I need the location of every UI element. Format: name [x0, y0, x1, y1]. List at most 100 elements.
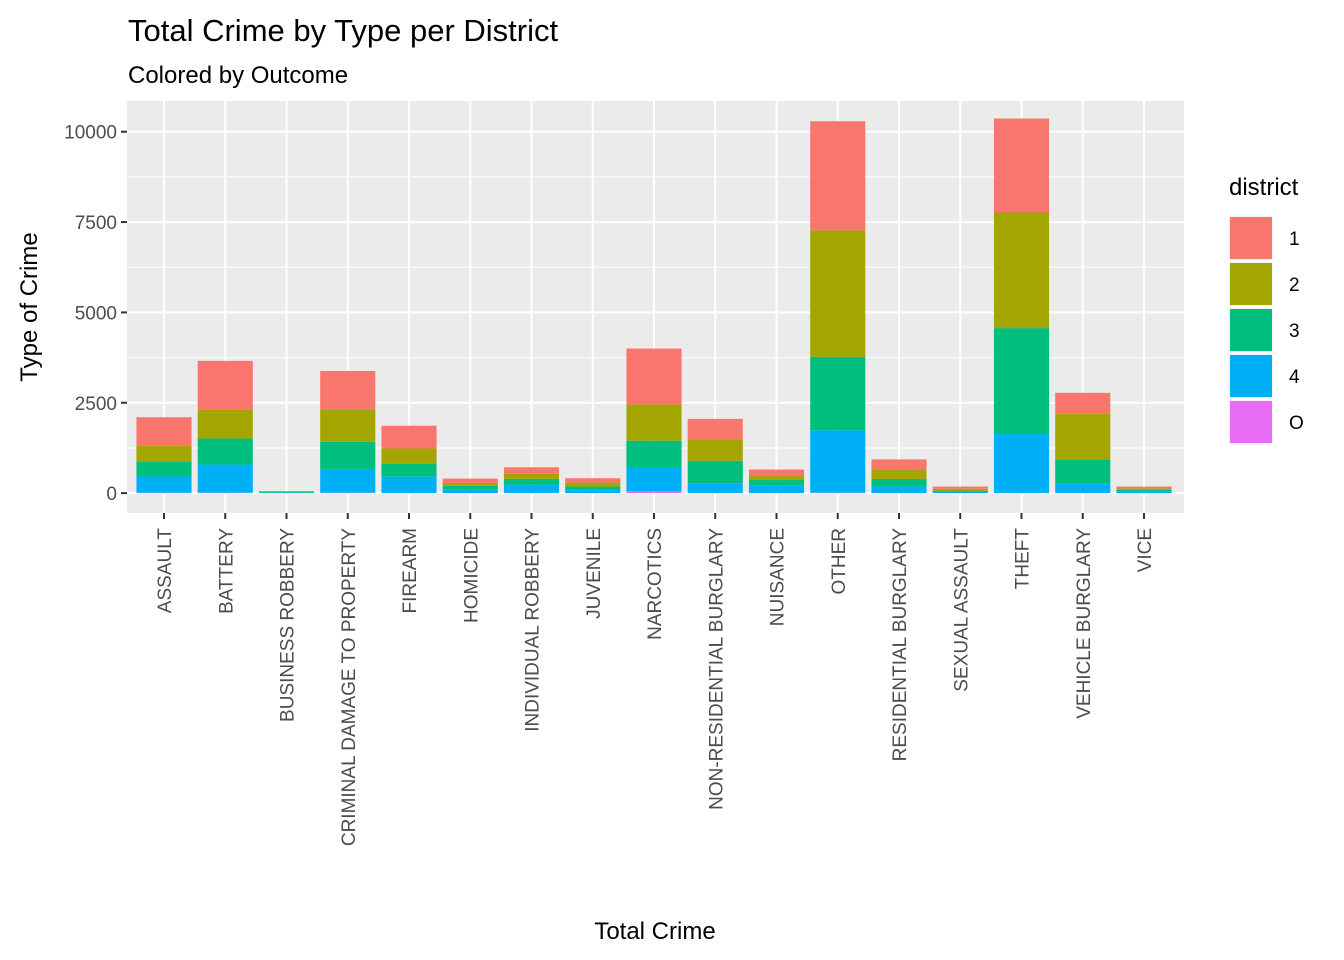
- x-tick-label: ASSAULT: [155, 528, 176, 614]
- bar-segment: [565, 489, 621, 494]
- bar-segment: [687, 483, 743, 493]
- bar-segment: [871, 469, 927, 479]
- x-tick-label: JUVENILE: [584, 528, 605, 619]
- bar-segment: [1055, 413, 1111, 460]
- bar-segment: [748, 480, 805, 486]
- x-tick-label: SEXUAL ASSAULT: [951, 528, 972, 692]
- bar-segment: [687, 439, 743, 461]
- bar-segment: [136, 445, 192, 463]
- x-tick-label: NARCOTICS: [645, 528, 666, 640]
- bar-segment: [381, 448, 437, 464]
- legend-swatch: [1230, 355, 1272, 397]
- bar-segment: [442, 485, 498, 490]
- bar-segment: [748, 476, 805, 481]
- y-axis-title: Type of Crime: [16, 232, 43, 381]
- bar-segment: [687, 418, 743, 440]
- bar-segment: [197, 360, 253, 410]
- legend-label: 2: [1289, 275, 1300, 296]
- bar-segment: [1055, 459, 1111, 484]
- x-tick-label: NON-RESIDENTIAL BURGLARY: [706, 528, 727, 810]
- x-tick-label: INDIVIDUAL ROBBERY: [523, 528, 544, 732]
- bar-segment: [871, 486, 927, 494]
- legend-label: 1: [1289, 229, 1300, 250]
- x-tick-label: NUISANCE: [768, 528, 789, 626]
- bar-segment: [748, 469, 805, 477]
- bar-segment: [197, 464, 253, 493]
- x-tick-label: HOMICIDE: [461, 528, 482, 623]
- y-tick-label: 7500: [75, 213, 117, 234]
- bar-segment: [932, 488, 988, 491]
- bar-segment: [1116, 489, 1172, 492]
- y-tick-label: 10000: [64, 123, 117, 144]
- bar-segment: [565, 486, 621, 490]
- bar-segment: [1055, 483, 1111, 493]
- bar-segment: [993, 118, 1050, 213]
- x-tick-label: BUSINESS ROBBERY: [278, 528, 299, 722]
- bar-segment: [626, 440, 682, 468]
- y-tick-label: 5000: [75, 303, 117, 324]
- bar-segment: [381, 425, 437, 449]
- bar-segment: [503, 467, 560, 474]
- bar-segment: [258, 491, 315, 493]
- bar-segment: [993, 434, 1050, 493]
- bar-segment: [565, 482, 621, 487]
- bars: [136, 118, 1172, 494]
- bar-segment: [381, 476, 437, 493]
- x-tick-label: OTHER: [829, 528, 850, 595]
- x-tick-label: CRIMINAL DAMAGE TO PROPERTY: [339, 528, 360, 846]
- bar-segment: [626, 404, 682, 441]
- bar-segment: [503, 484, 560, 493]
- x-tick-label: FIREARM: [400, 528, 421, 614]
- bar-segment: [565, 478, 621, 483]
- bar-segment: [748, 485, 805, 494]
- legend-swatch: [1230, 217, 1272, 259]
- chart-title: Total Crime by Type per District: [128, 13, 558, 48]
- bar-segment: [136, 462, 192, 477]
- bar-segment: [1055, 392, 1111, 414]
- legend-label: 4: [1289, 367, 1300, 388]
- bar-segment: [810, 230, 866, 357]
- x-tick-label: VEHICLE BURGLARY: [1074, 528, 1095, 719]
- legend-title: district: [1229, 174, 1299, 201]
- bar-segment: [993, 328, 1050, 435]
- x-tick-label: THEFT: [1013, 528, 1034, 590]
- bar-segment: [932, 486, 988, 489]
- y-tick-label: 0: [106, 484, 117, 505]
- bar-segment: [503, 473, 560, 479]
- chart-subtitle: Colored by Outcome: [128, 62, 348, 89]
- bar-segment: [810, 356, 866, 431]
- legend: district 1 2 3 4 O: [1229, 174, 1304, 444]
- bar-segment: [1116, 488, 1172, 490]
- bar-segment: [932, 490, 988, 492]
- legend-swatch: [1230, 309, 1272, 351]
- bar-segment: [810, 121, 866, 231]
- bar-segment: [197, 409, 253, 439]
- bar-segment: [442, 482, 498, 486]
- bar-segment: [442, 489, 498, 494]
- x-axis: ASSAULT BATTERY BUSINESS ROBBERY CRIMINAL D…: [155, 513, 1156, 846]
- bar-segment: [136, 476, 192, 493]
- bar-segment: [871, 478, 927, 487]
- y-tick-label: 2500: [75, 394, 117, 415]
- bar-segment: [1116, 491, 1172, 494]
- bar-segment: [626, 348, 682, 405]
- bar-segment: [381, 463, 437, 477]
- x-axis-title: Total Crime: [594, 918, 715, 945]
- bar-segment: [810, 430, 866, 493]
- bar-segment: [626, 491, 682, 494]
- bar-segment: [320, 370, 376, 410]
- bar-segment: [320, 409, 376, 442]
- bar-segment: [320, 468, 376, 493]
- bar-segment: [503, 478, 560, 485]
- bar-segment: [1116, 486, 1172, 489]
- legend-swatch: [1230, 263, 1272, 305]
- bar-segment: [687, 460, 743, 484]
- x-tick-label: BATTERY: [216, 528, 237, 614]
- bar-segment: [320, 441, 376, 469]
- y-axis: 0 2500 5000 7500 10000: [64, 123, 127, 505]
- legend-label: 3: [1289, 321, 1300, 342]
- bar-segment: [871, 459, 927, 470]
- bar-segment: [993, 212, 1050, 329]
- x-tick-label: RESIDENTIAL BURGLARY: [890, 528, 911, 762]
